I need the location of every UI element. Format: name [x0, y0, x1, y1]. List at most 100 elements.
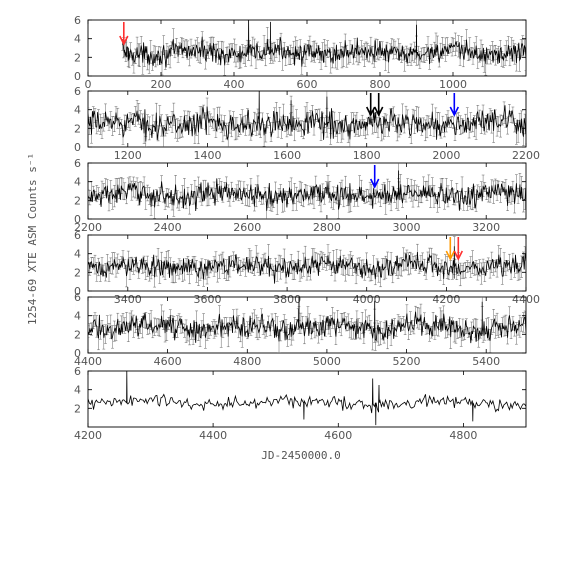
y-tick-label: 6: [74, 229, 81, 242]
x-tick-label: 2800: [313, 221, 341, 234]
x-tick-label: 800: [370, 78, 391, 91]
light-curve-line: [88, 371, 526, 426]
x-tick-label: 0: [85, 78, 92, 91]
event-arrow: [445, 237, 456, 261]
y-tick-label: 0: [74, 285, 81, 298]
x-tick-label: 600: [297, 78, 318, 91]
x-tick-label: 2200: [74, 221, 102, 234]
axis-ticks: [88, 90, 527, 148]
error-bars: [88, 236, 526, 288]
x-tick-label: 1000: [439, 78, 467, 91]
plot-frame: [87, 296, 527, 354]
x-tick-label: 3600: [194, 293, 222, 306]
x-tick-label: 3400: [114, 293, 142, 306]
light-curve-line: [122, 20, 526, 68]
y-tick-label: 2: [74, 328, 81, 341]
x-tick-label: 1400: [194, 149, 222, 162]
light-curve-group: [88, 91, 526, 147]
axis-ticks: [87, 19, 526, 77]
event-arrow: [369, 165, 380, 189]
y-tick-label: 6: [74, 85, 81, 98]
event-arrow-shape: [365, 93, 376, 117]
x-tick-label: 2000: [432, 149, 460, 162]
y-tick-label: 4: [74, 104, 81, 117]
y-tick-label: 2: [74, 266, 81, 279]
event-arrow-shape: [369, 165, 380, 189]
y-tick-label: 6: [74, 291, 81, 304]
x-tick-label: 2600: [233, 221, 261, 234]
x-tick-label: 200: [151, 78, 172, 91]
panel-1: 0 200 400 600 800 1000 0 2 4 6: [74, 14, 527, 91]
x-tick-label: 4600: [154, 355, 182, 368]
x-tick-label: 4800: [449, 429, 477, 442]
y-tick-label: 0: [74, 70, 81, 83]
x-tick-label: 5000: [313, 355, 341, 368]
y-tick-label: 2: [74, 51, 81, 64]
x-tick-label: 5400: [472, 355, 500, 368]
light-curve-group: [88, 163, 526, 219]
light-curve-group: [88, 236, 526, 288]
y-tick-label: 2: [74, 122, 81, 135]
x-tick-label: 4400: [74, 355, 102, 368]
y-axis-title: 1254-69 XTE ASM Counts s⁻¹: [26, 153, 39, 325]
event-arrow-shape: [373, 93, 384, 117]
panel-2: 1200 1400 1600 1800 2000 2200 0 2 4 6: [74, 85, 540, 162]
y-tick-label: 2: [74, 194, 81, 207]
y-tick-label: 6: [74, 14, 81, 27]
x-axis-title: JD-2450000.0: [261, 449, 340, 462]
y-tick-label: 0: [74, 213, 81, 226]
light-curve-group: [88, 371, 526, 426]
x-tick-label: 400: [224, 78, 245, 91]
error-bars: [88, 163, 526, 219]
x-tick-label: 3000: [393, 221, 421, 234]
panel-6: 4200 4400 4600 4800 2 4 6: [74, 365, 527, 442]
y-tick-label: 4: [74, 384, 81, 397]
event-arrow: [449, 93, 460, 117]
axis-ticks: [87, 370, 526, 427]
light-curve-line: [88, 297, 526, 344]
event-arrow-shape: [453, 237, 464, 261]
y-tick-label: 4: [74, 248, 81, 261]
x-tick-label: 4000: [353, 293, 381, 306]
light-curve-line: [88, 170, 526, 212]
x-tick-label: 2400: [154, 221, 182, 234]
axis-ticks: [88, 234, 527, 292]
light-curve-group: [88, 297, 526, 353]
x-tick-label: 3200: [472, 221, 500, 234]
event-arrow: [373, 93, 384, 117]
x-tick-label: 1200: [114, 149, 142, 162]
y-tick-label: 4: [74, 310, 81, 323]
x-tick-label: 4200: [74, 429, 102, 442]
y-tick-label: 0: [74, 347, 81, 360]
y-tick-label: 4: [74, 176, 81, 189]
event-arrow: [453, 237, 464, 261]
x-tick-label: 2200: [512, 149, 540, 162]
y-tick-label: 6: [74, 157, 81, 170]
light-curve-line: [88, 91, 526, 142]
x-tick-label: 1800: [353, 149, 381, 162]
y-tick-label: 2: [74, 402, 81, 415]
y-tick-label: 6: [74, 365, 81, 378]
x-tick-label: 4600: [324, 429, 352, 442]
light-curve-group: [121, 20, 526, 76]
y-tick-label: 0: [74, 141, 81, 154]
event-arrow: [365, 93, 376, 117]
axis-ticks: [87, 162, 526, 220]
event-arrow-shape: [445, 237, 456, 261]
x-tick-label: 3800: [273, 293, 301, 306]
event-arrow-shape: [449, 93, 460, 117]
axis-ticks: [87, 296, 526, 354]
panel-3: 2200 2400 2600 2800 3000 3200 0 2 4 6: [74, 157, 527, 234]
light-curve-line: [88, 246, 526, 284]
x-tick-label: 4400: [199, 429, 227, 442]
y-tick-label: 4: [74, 33, 81, 46]
event-arrow: [119, 22, 129, 46]
x-tick-label: 5200: [393, 355, 421, 368]
x-tick-label: 1600: [273, 149, 301, 162]
x-tick-label: 4200: [432, 293, 460, 306]
x-tick-label: 4800: [233, 355, 261, 368]
panel-5: 4400 4600 4800 5000 5200 5400 0 2 4 6: [74, 291, 527, 368]
